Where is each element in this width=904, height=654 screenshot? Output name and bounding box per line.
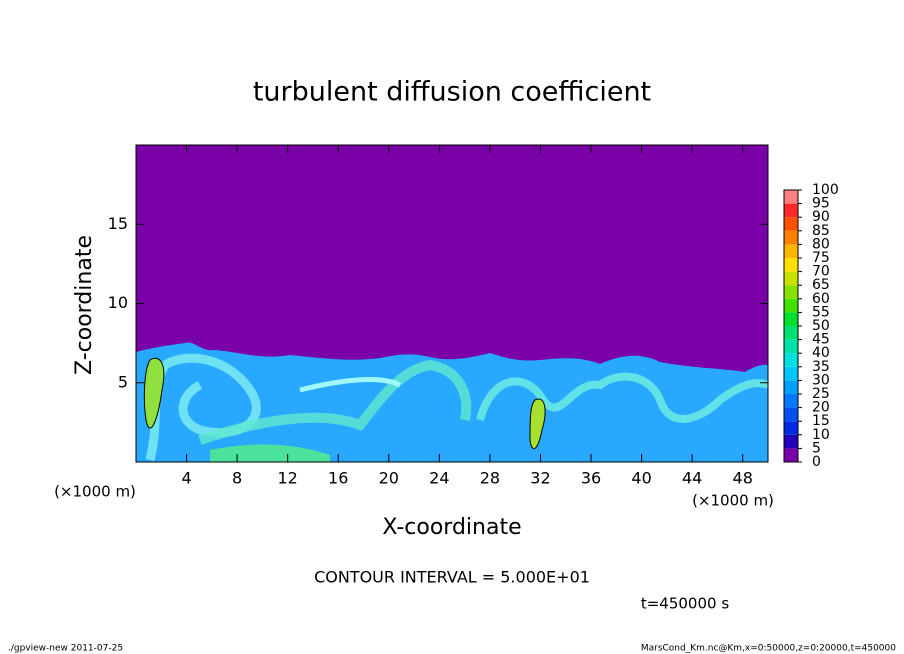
colorbar-label: 0 bbox=[812, 454, 821, 470]
eddy bbox=[299, 377, 402, 393]
eddy bbox=[198, 359, 472, 445]
colorbar-band bbox=[784, 244, 798, 258]
x-tick-label: 48 bbox=[733, 469, 753, 488]
colorbar-label: 40 bbox=[812, 345, 830, 361]
colorbar-band bbox=[784, 366, 798, 381]
colorbar-band bbox=[784, 448, 798, 462]
x-unit-label: (×1000 m) bbox=[692, 492, 774, 510]
x-tick-label: 40 bbox=[631, 469, 651, 488]
colorbar-band bbox=[784, 285, 798, 299]
colorbar-band bbox=[784, 271, 798, 286]
colorbar-band bbox=[784, 230, 798, 245]
colorbar-band bbox=[784, 326, 798, 340]
x-tick-label: 36 bbox=[581, 469, 601, 488]
colorbar-band bbox=[784, 407, 798, 422]
colorbar-band bbox=[784, 190, 798, 204]
colorbar-label: 10 bbox=[812, 427, 830, 443]
x-tick-label: 28 bbox=[480, 469, 500, 488]
colorbar-label: 75 bbox=[812, 250, 830, 266]
colorbar-label: 50 bbox=[812, 318, 830, 334]
colorbar-label: 90 bbox=[812, 209, 830, 225]
colorbar-label: 85 bbox=[812, 223, 830, 239]
colorbar-band bbox=[784, 298, 798, 313]
colorbar-band bbox=[784, 312, 798, 326]
y-tick-label: 15 bbox=[108, 214, 128, 233]
x-tick-label: 8 bbox=[232, 469, 242, 488]
colorbar-label: 95 bbox=[812, 196, 830, 212]
blob bbox=[529, 398, 546, 450]
colorbar-label: 15 bbox=[812, 413, 830, 429]
colorbar-label: 60 bbox=[812, 291, 830, 307]
x-tick-label: 44 bbox=[682, 469, 702, 488]
colorbar-band bbox=[784, 203, 798, 218]
colorbar-label: 55 bbox=[812, 304, 830, 320]
x-tick-label: 4 bbox=[181, 469, 191, 488]
colorbar-band bbox=[784, 380, 798, 394]
time-label: t=450000 s bbox=[641, 595, 729, 613]
x-tick-label: 12 bbox=[278, 469, 298, 488]
colorbar-label: 30 bbox=[812, 372, 830, 388]
turbulent-layer bbox=[136, 342, 768, 462]
x-tick-label: 32 bbox=[530, 469, 550, 488]
colorbar-label: 20 bbox=[812, 400, 830, 416]
contour-interval: CONTOUR INTERVAL = 5.000E+01 bbox=[314, 568, 590, 587]
y-tick-label: 5 bbox=[118, 372, 128, 391]
colorbar-label: 25 bbox=[812, 386, 830, 402]
y-axis-label: Z-coordinate bbox=[72, 235, 97, 375]
chart-title: turbulent diffusion coefficient bbox=[253, 77, 651, 108]
blob bbox=[143, 357, 165, 429]
colorbar-band bbox=[784, 353, 798, 367]
footer-right: MarsCond_Km.nc@Km,x=0:50000,z=0:20000,t=… bbox=[641, 644, 896, 654]
colorbar-band bbox=[784, 434, 798, 449]
x-unit-label: (×1000 m) bbox=[54, 483, 136, 501]
colorbar-band bbox=[784, 217, 798, 231]
colorbar-band bbox=[784, 421, 798, 435]
colorbar-band bbox=[784, 339, 798, 354]
footer-left: ./gpview-new 2011-07-25 bbox=[8, 644, 123, 654]
y-tick-label: 10 bbox=[108, 293, 128, 312]
eddy bbox=[476, 372, 770, 423]
x-tick-label: 24 bbox=[429, 469, 449, 488]
colorbar-label: 5 bbox=[812, 440, 821, 456]
colorbar-label: 35 bbox=[812, 359, 830, 375]
colorbar-label: 45 bbox=[812, 332, 830, 348]
colorbar-label: 70 bbox=[812, 264, 830, 280]
x-tick-label: 16 bbox=[328, 469, 348, 488]
colorbar-band bbox=[784, 258, 798, 272]
x-axis-label: X-coordinate bbox=[382, 515, 521, 540]
colorbar-label: 80 bbox=[812, 236, 830, 252]
blob bbox=[210, 444, 330, 462]
colorbar-label: 100 bbox=[812, 182, 839, 198]
colorbar-label: 65 bbox=[812, 277, 830, 293]
field bbox=[136, 145, 770, 462]
colorbar-band bbox=[784, 394, 798, 408]
x-tick-label: 20 bbox=[379, 469, 399, 488]
